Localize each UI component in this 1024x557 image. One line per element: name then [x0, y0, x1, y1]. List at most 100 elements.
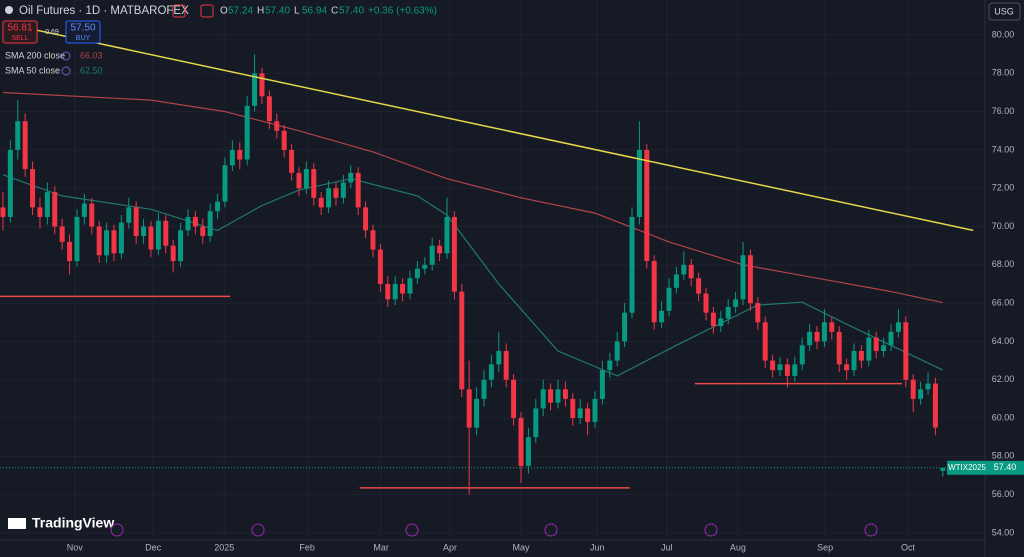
y-tick-label: 64.00 — [992, 336, 1015, 346]
candle-body — [15, 121, 21, 150]
candle-body — [784, 364, 790, 376]
buy-button[interactable] — [65, 20, 101, 44]
candle-body — [659, 310, 665, 323]
candle-body — [185, 216, 191, 231]
candle-body — [918, 389, 924, 399]
candle-body — [910, 379, 916, 399]
candle-body — [622, 312, 628, 342]
event-icon[interactable] — [110, 523, 124, 537]
candle-body — [274, 121, 280, 131]
candle-body — [851, 351, 857, 371]
candle-body — [237, 149, 243, 160]
candle-body — [192, 216, 198, 227]
event-icon[interactable] — [251, 523, 265, 537]
legend-icon — [61, 51, 71, 61]
candle-body — [178, 230, 184, 261]
x-tick-label: Jun — [590, 542, 605, 552]
symbol-tag-bg — [947, 460, 987, 475]
x-tick-label: Jul — [661, 542, 673, 552]
event-icon[interactable] — [405, 523, 419, 537]
candle-body — [126, 207, 132, 223]
sma-line — [2, 91, 943, 304]
candle-body — [37, 207, 43, 217]
candle-body — [118, 222, 124, 254]
candle-body — [52, 192, 58, 227]
legend-name: SMA 200 close — [5, 50, 65, 60]
candle-body — [844, 364, 850, 371]
legend: SMA 200 close 66.03 SMA 50 close 62.50 — [5, 50, 103, 76]
candle-body — [829, 322, 835, 332]
sell-button[interactable] — [2, 20, 38, 44]
candle-body — [155, 220, 161, 250]
candle-body — [881, 345, 887, 351]
candle-body — [821, 322, 827, 342]
candle-body — [148, 226, 154, 250]
y-tick-label: 66.00 — [992, 298, 1015, 308]
candle-body — [599, 370, 605, 399]
candle-body — [651, 261, 657, 323]
x-tick-label: Dec — [145, 542, 162, 552]
candle-body — [59, 226, 65, 242]
candle-body — [400, 283, 406, 294]
candle-body — [348, 172, 354, 183]
candle-body — [229, 149, 235, 166]
y-tick-label: 74.00 — [992, 144, 1015, 154]
buy-price: 57.50 — [70, 23, 95, 34]
y-tick-label: 72.00 — [992, 183, 1015, 193]
candle-body — [755, 303, 761, 323]
candle-body — [170, 245, 176, 261]
y-tick-label: 68.00 — [992, 259, 1015, 269]
candle-body — [740, 255, 746, 300]
candle-body — [503, 351, 509, 380]
candle-body — [548, 389, 554, 403]
x-tick-label: Apr — [443, 542, 457, 552]
currency-button[interactable] — [988, 2, 1021, 21]
candle-body — [407, 278, 413, 294]
candle-body — [762, 322, 768, 361]
trend-line — [32, 28, 974, 232]
candle-body — [710, 312, 716, 327]
candle-body — [414, 268, 420, 279]
y-tick-label: 76.00 — [992, 106, 1015, 116]
candle-body — [296, 172, 302, 189]
candle-body — [30, 169, 36, 208]
candle-body — [725, 306, 731, 319]
candle-body — [496, 351, 502, 365]
candle-body — [614, 341, 620, 361]
candle-body — [355, 172, 361, 208]
plot-area — [0, 0, 985, 540]
event-icon[interactable] — [704, 523, 718, 537]
candle-body — [340, 182, 346, 198]
event-icon[interactable] — [864, 523, 878, 537]
event-icon[interactable] — [544, 523, 558, 537]
symbol-title[interactable]: Oil Futures · 1D · MATBAROFEX — [19, 5, 189, 17]
candle-body — [133, 207, 139, 237]
candle-body — [747, 255, 753, 304]
ohlc-value: 57.40 — [265, 6, 290, 17]
candle-body — [74, 216, 80, 261]
candle-body — [437, 245, 443, 254]
candle-body — [733, 299, 739, 307]
candle-body — [0, 207, 6, 217]
candle-body — [644, 149, 650, 261]
compare-button[interactable] — [200, 4, 214, 18]
brand: TradingView — [32, 515, 114, 531]
candle-body — [666, 287, 672, 311]
candle-body — [562, 389, 568, 399]
price-tag: 57.40 — [994, 462, 1017, 472]
x-tick-label: May — [512, 542, 530, 552]
symbol-tag: WTIX2025 — [948, 463, 986, 472]
candle-body — [688, 264, 694, 279]
legend-icon — [61, 66, 71, 76]
legend-name: SMA 50 close — [5, 65, 60, 75]
x-tick-label: Nov — [67, 542, 84, 552]
ohlc-label: C — [331, 6, 338, 17]
candle-body — [540, 389, 546, 409]
flag-button[interactable] — [172, 4, 186, 18]
y-tick-label: 58.00 — [992, 451, 1015, 461]
candle-body — [67, 241, 73, 261]
overlay: Oil Futures · 1D · MATBAROFEX O 57.24 H 57.… — [2, 2, 1021, 537]
candle-body — [318, 197, 324, 208]
candle-body — [326, 188, 332, 208]
y-tick-label: 54.00 — [992, 527, 1015, 537]
